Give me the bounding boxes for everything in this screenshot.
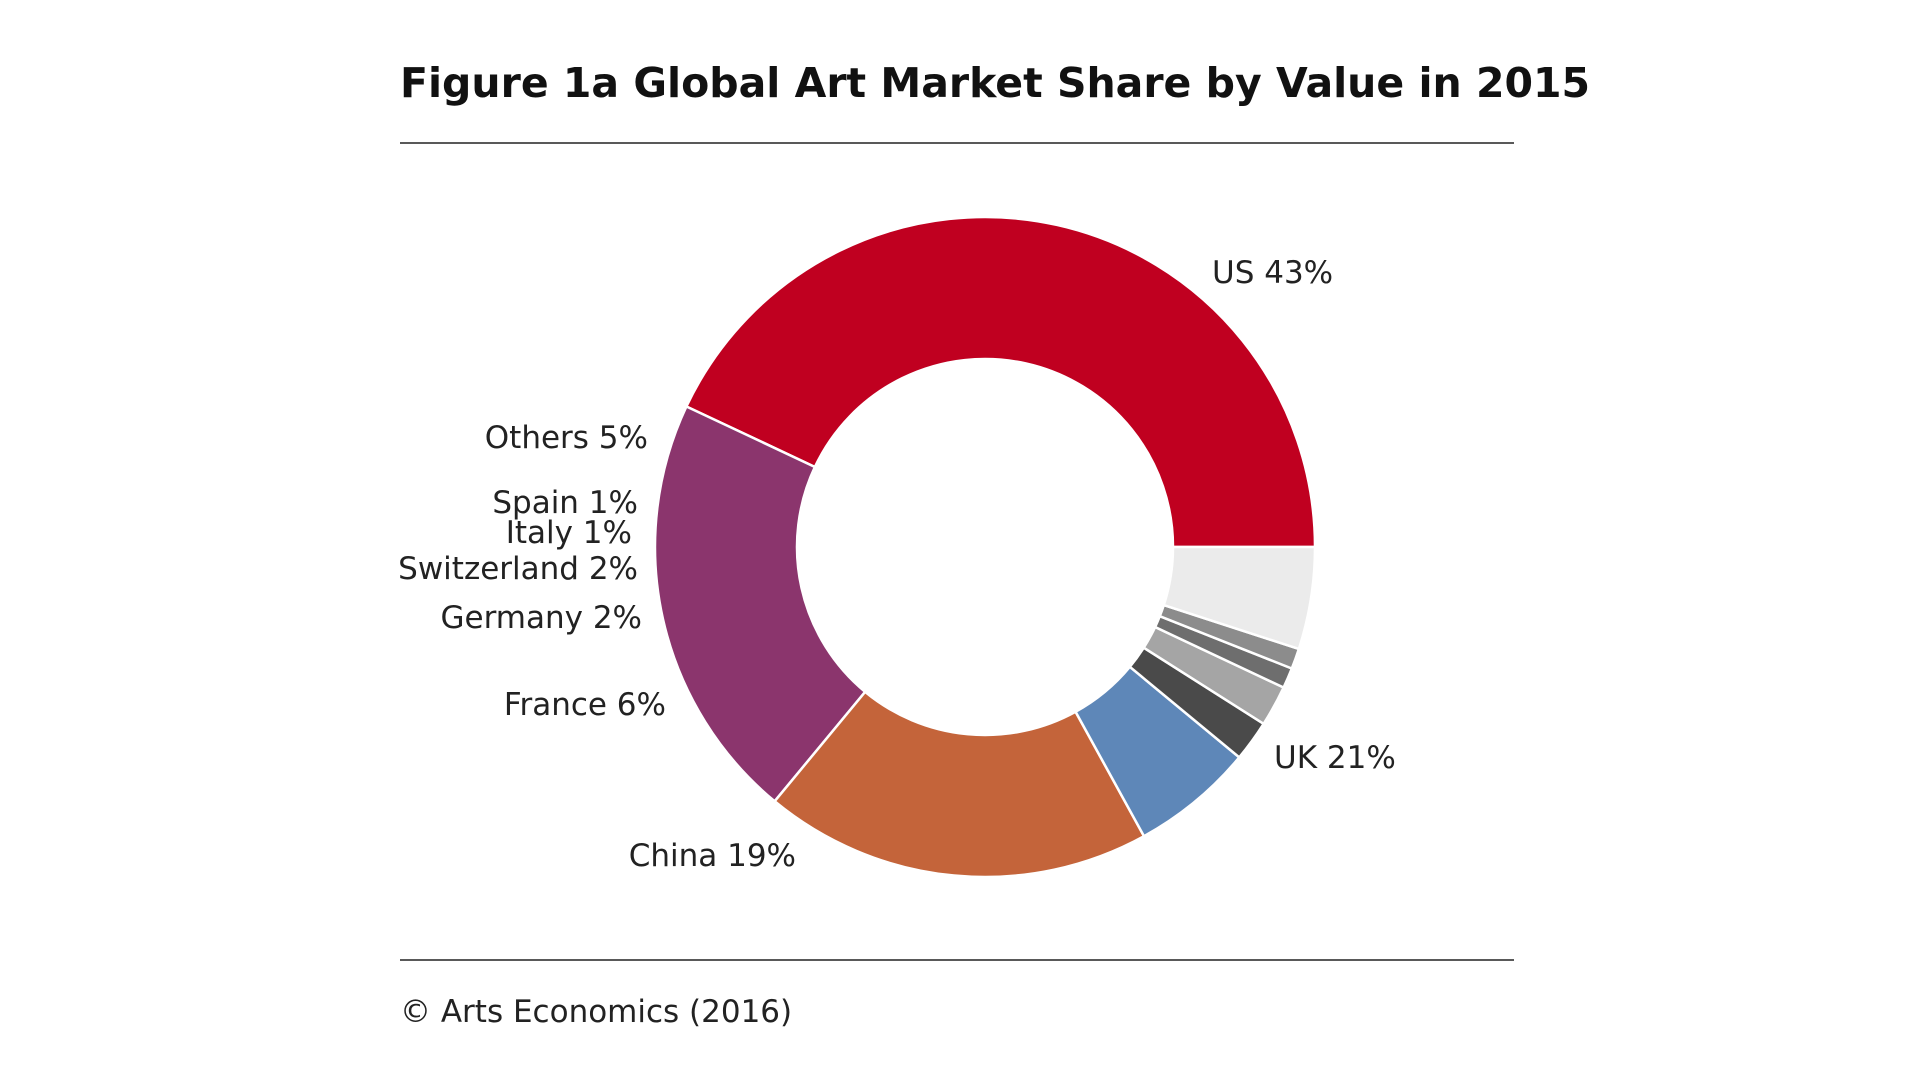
label-italy: Italy 1% [506,515,632,551]
slice-others [1162,545,1317,651]
label-uk: UK 21% [1274,740,1396,776]
source-credit: © Arts Economics (2016) [400,994,792,1030]
slice-china [772,690,1146,879]
slice-us [684,215,1317,549]
chart-title: Figure 1a Global Art Market Share by Val… [400,59,1590,107]
label-china: China 19% [629,838,796,874]
label-others: Others 5% [485,420,648,456]
slice-uk [653,404,867,804]
label-spain: Spain 1% [492,485,638,521]
label-germany: Germany 2% [440,600,642,636]
donut-chart [653,215,1317,879]
label-switzerland: Switzerland 2% [398,551,638,587]
slice-labels: US 43% UK 21% China 19% France 6% Germany 2%… [398,255,1396,874]
label-france: France 6% [504,687,666,723]
label-us: US 43% [1212,255,1333,291]
